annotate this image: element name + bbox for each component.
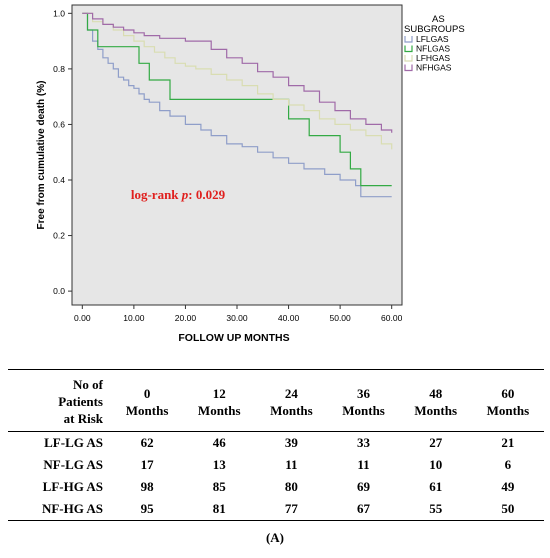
table-row: LF-LG AS 62 46 39 33 27 21	[8, 432, 544, 455]
y-tick-label: 0.0	[53, 286, 65, 296]
table-cell: 81	[212, 501, 226, 516]
table-cell: 61	[429, 479, 443, 494]
row-label: LF-LG AS	[44, 435, 103, 450]
legend-swatch	[404, 64, 413, 72]
x-tick-label: 50.00	[329, 313, 351, 323]
risk-table-header: No of Patients at Risk 0 Months 12 Months …	[8, 369, 544, 432]
y-tick-label: 0.6	[53, 119, 65, 129]
x-axis-ticks: 0.00 10.00 20.00 30.00 40.00 50.00 60.00	[74, 305, 403, 323]
table-cell: 17	[140, 457, 154, 472]
table-cell: 27	[429, 435, 443, 450]
patients-at-risk-table: No of Patients at Risk 0 Months 12 Months …	[8, 369, 544, 521]
column-header-12: 12 Months	[183, 370, 255, 432]
x-axis-label: FOLLOW UP MONTHS	[178, 332, 289, 344]
column-header-36: 36 Months	[327, 370, 399, 432]
legend-label: NFHGAS	[416, 63, 452, 73]
log-rank-text: log-rank p: 0.029	[131, 187, 226, 202]
x-tick-label: 10.00	[123, 313, 145, 323]
legend-swatch	[404, 45, 413, 53]
y-tick-label: 0.8	[53, 64, 65, 74]
legend-swatch	[404, 36, 413, 43]
table-cell: 69	[357, 479, 371, 494]
legend-label: NFLGAS	[416, 44, 450, 54]
table-cell: 85	[212, 479, 226, 494]
curve-lflgas	[82, 12, 392, 198]
column-header-0: 0 Months	[111, 370, 183, 432]
column-header-unit: Months	[414, 402, 458, 418]
table-cell: 10	[429, 457, 443, 472]
column-header-48: 48 Months	[400, 370, 472, 432]
row-label: NF-LG AS	[43, 457, 103, 472]
x-tick-label: 40.00	[278, 313, 300, 323]
table-cell: 62	[140, 435, 154, 450]
legend-label: LFHGAS	[416, 53, 450, 63]
table-cell: 21	[501, 435, 515, 450]
column-header-num: 12	[212, 385, 226, 401]
column-header-num: 60	[501, 385, 515, 401]
legend-title-line2: SUBGROUPS	[404, 24, 465, 35]
curve-nflgas	[82, 12, 392, 187]
column-header-num: 36	[357, 385, 371, 401]
table-cell: 13	[212, 457, 226, 472]
column-header-60: 60 Months	[472, 370, 544, 432]
survival-chart: 0.0 0.2 0.4 0.6 0.8 1.0 0.00 10.00 20.00 30.00 40…	[36, 4, 465, 344]
x-tick-label: 30.00	[226, 313, 248, 323]
y-axis-label: Free from cumulative death (%)	[36, 81, 47, 230]
log-rank-annotation: log-rank p: 0.029	[131, 187, 226, 202]
x-tick-label: 20.00	[175, 313, 197, 323]
plot-area	[71, 4, 403, 306]
x-tick-label: 0.00	[74, 313, 91, 323]
table-cell: 49	[501, 479, 515, 494]
column-header-unit: Months	[342, 402, 385, 418]
row-label: LF-HG AS	[42, 479, 103, 494]
curve-nfhgas	[82, 12, 393, 133]
survival-curves	[82, 12, 393, 198]
table-cell: 50	[501, 501, 515, 516]
table-cell: 11	[285, 457, 298, 472]
risk-table-corner-header: No of Patients at Risk	[8, 370, 111, 432]
corner-line-1: No of	[73, 377, 103, 392]
table-cell: 39	[284, 435, 298, 450]
column-header-unit: Months	[270, 402, 313, 418]
y-axis-ticks: 0.0 0.2 0.4 0.6 0.8 1.0	[53, 8, 72, 296]
table-row: NF-LG AS 17 13 11 11 10 6	[8, 454, 544, 476]
legend-swatch	[404, 55, 413, 62]
x-tick-label: 60.00	[381, 313, 403, 323]
legend-title-line1: AS	[432, 14, 445, 25]
table-cell: 80	[284, 479, 298, 494]
y-tick-label: 1.0	[53, 8, 65, 18]
table-row: LF-HG AS 98 85 80 69 61 49	[8, 476, 544, 498]
corner-line-2: Patients	[58, 394, 103, 409]
column-header-24: 24 Months	[255, 370, 327, 432]
y-tick-label: 0.4	[53, 175, 65, 185]
table-cell: 95	[140, 501, 154, 516]
column-header-num: 24	[284, 385, 298, 401]
corner-line-3: at Risk	[63, 411, 103, 426]
column-header-unit: Months	[125, 402, 169, 418]
table-cell: 55	[429, 501, 443, 516]
curve-lfhgas	[82, 12, 393, 150]
table-cell: 67	[357, 501, 371, 516]
table-cell: 11	[357, 457, 370, 472]
y-tick-label: 0.2	[53, 231, 65, 241]
column-header-unit: Months	[197, 402, 241, 418]
table-cell: 6	[504, 457, 512, 472]
legend-label: LFLGAS	[416, 34, 449, 44]
table-cell: 46	[212, 435, 226, 450]
column-header-num: 0	[143, 385, 151, 401]
table-cell: 77	[284, 501, 298, 516]
table-cell: 33	[357, 435, 371, 450]
table-row: NF-HG AS 95 81 77 67 55 50	[8, 498, 544, 521]
p-symbol: p	[181, 187, 189, 202]
column-header-unit: Months	[486, 402, 530, 418]
table-cell: 98	[140, 479, 154, 494]
row-label: NF-HG AS	[41, 501, 103, 516]
column-header-num: 48	[429, 385, 443, 401]
figure-caption: (A)	[265, 530, 285, 545]
